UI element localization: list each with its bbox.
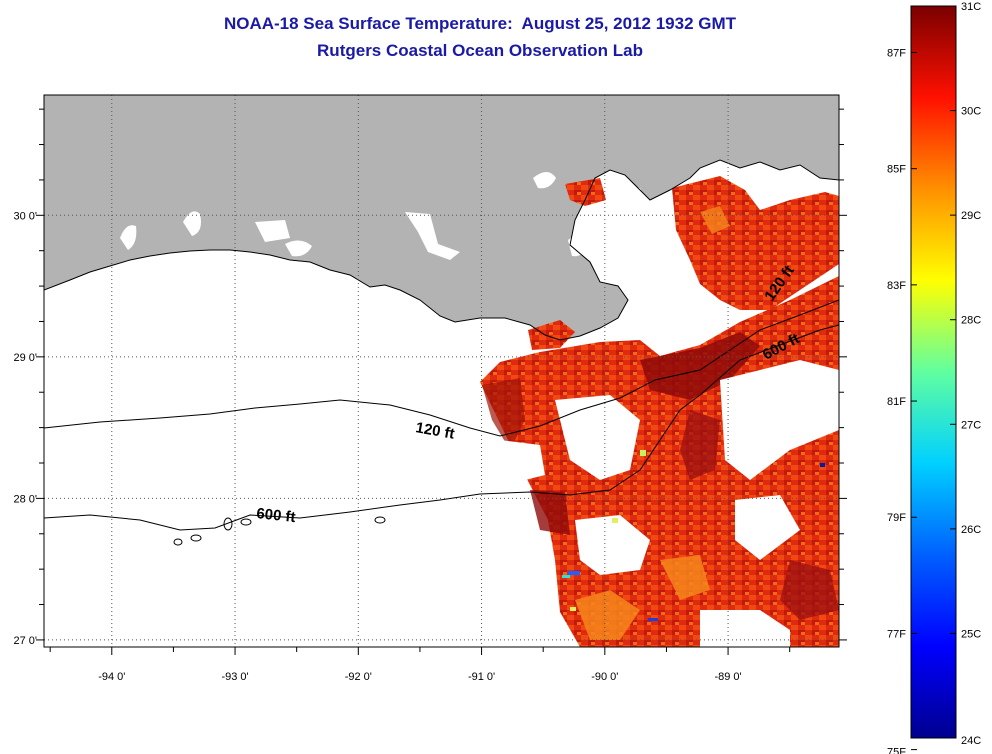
colorbar-celsius-label: 29C: [961, 210, 981, 222]
colorbar-fahrenheit-label: 79F: [887, 512, 906, 524]
colorbar-labels: 31C 30C 29C 28C 27C 26C 25C 24C 87F 85F 83F 81F 79F 7…: [887, 1, 981, 754]
contour-120ft-west: [44, 299, 839, 437]
lake-7: [568, 235, 590, 257]
colorbar-celsius-label: 27C: [961, 419, 981, 431]
lat-tick-label: 29 0': [13, 352, 37, 364]
lat-tick-label: 27 0': [13, 635, 37, 647]
map-subtitle: Rutgers Coastal Ocean Observation Lab: [317, 41, 643, 60]
colorbar-celsius-label: 31C: [961, 1, 981, 13]
colorbar-celsius-label: 26C: [961, 524, 981, 536]
colorbar-celsius-label: 25C: [961, 628, 981, 640]
lake-1: [120, 225, 137, 250]
lon-tick-label: -92 0': [345, 671, 372, 683]
colorbar: [910, 5, 957, 739]
lon-tick-label: -91 0': [468, 671, 495, 683]
axis-ticks: -94 0' -93 0' -92 0' -91 0' -90 0' -89 0' 30 0…: [13, 108, 847, 683]
contour-600ft-west: [44, 324, 839, 531]
colorbar-fahrenheit-label: 75F: [887, 747, 906, 754]
bathymetry-contours: [44, 159, 839, 546]
colorbar-fahrenheit-label: 87F: [887, 47, 906, 59]
land-area: [44, 95, 839, 340]
lon-tick-label: -94 0': [98, 671, 125, 683]
lake-4: [285, 240, 312, 257]
map-frame: [43, 94, 840, 648]
coastline: [44, 159, 839, 341]
lon-tick-label: -93 0': [221, 671, 248, 683]
lat-tick-label: 30 0': [13, 210, 37, 222]
contour-label-120ft-west: 120 ft: [414, 419, 456, 443]
lake-8: [600, 182, 650, 214]
colorbar-fahrenheit-label: 81F: [887, 396, 906, 408]
lake-3: [255, 220, 290, 242]
lake-2: [183, 211, 201, 236]
sst-swath: [480, 176, 839, 647]
lake-6: [533, 172, 556, 189]
lon-tick-label: -90 0': [591, 671, 618, 683]
map-title: NOAA-18 Sea Surface Temperature: August …: [223, 14, 737, 33]
colorbar-fahrenheit-label: 85F: [887, 164, 906, 176]
colorbar-celsius-label: 30C: [961, 106, 981, 118]
colorbar-celsius-label: 24C: [961, 735, 981, 747]
lake-5: [405, 212, 460, 260]
lon-tick-label: -89 0': [714, 671, 741, 683]
colorbar-fahrenheit-label: 83F: [887, 280, 906, 292]
colorbar-fahrenheit-label: 77F: [887, 628, 906, 640]
graticule-grid: [44, 95, 839, 647]
colorbar-celsius-label: 28C: [961, 315, 981, 327]
contour-label-600ft-west: 600 ft: [256, 505, 297, 526]
lat-tick-label: 28 0': [13, 493, 37, 505]
